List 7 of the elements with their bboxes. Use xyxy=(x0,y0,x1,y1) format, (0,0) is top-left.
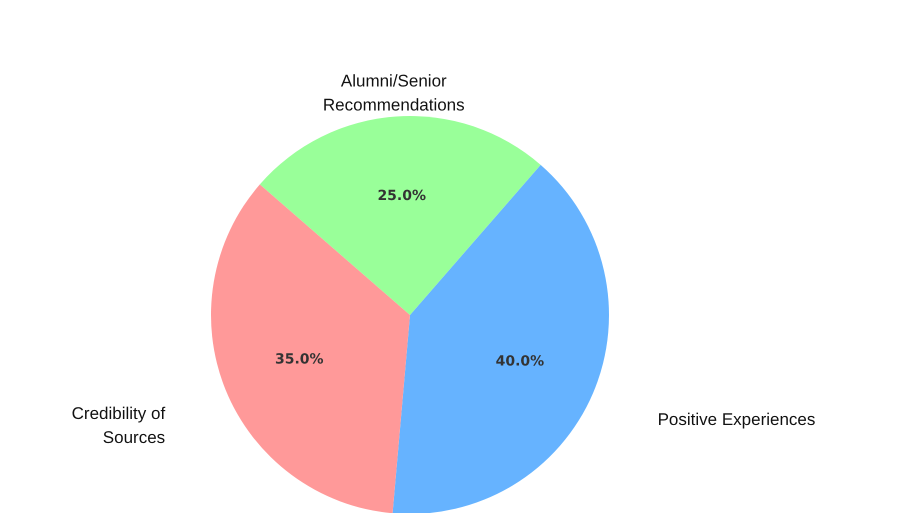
pie-slice xyxy=(260,116,541,315)
slice-label: Credibility of Sources xyxy=(72,404,166,447)
data-label: 35.0% xyxy=(274,352,324,368)
data-label: 40.0% xyxy=(496,354,544,370)
slice-label: Alumni/Senior Recommendations xyxy=(322,72,465,115)
data-label: 25.0% xyxy=(377,188,426,204)
slice-label: Positive Experiences xyxy=(658,410,816,430)
